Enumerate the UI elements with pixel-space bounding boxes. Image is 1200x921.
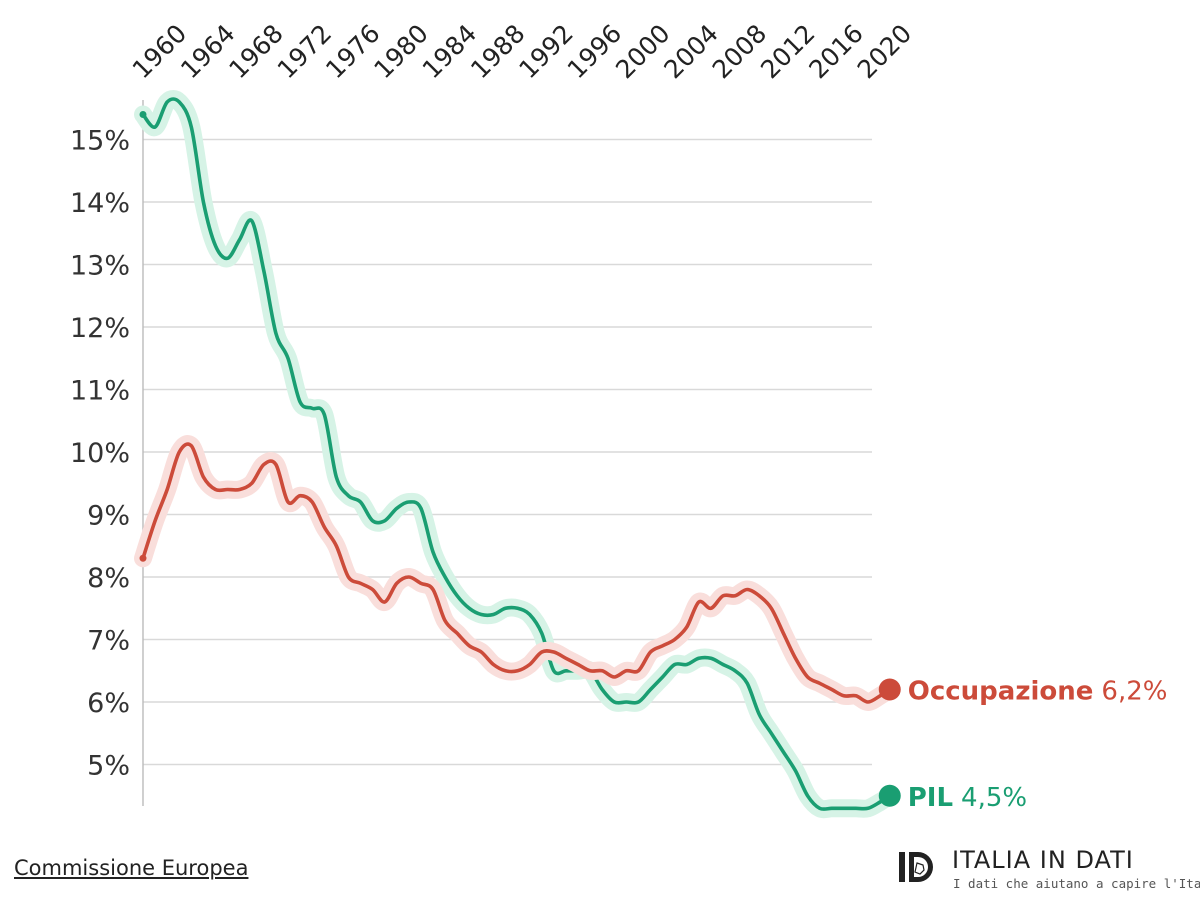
x-tick-label: 1960 (127, 19, 192, 84)
y-tick-label: 10% (70, 438, 130, 469)
y-tick-label: 14% (70, 188, 130, 219)
y-tick-label: 6% (87, 688, 130, 719)
y-tick-label: 5% (87, 751, 130, 782)
x-tick-label: 1988 (465, 19, 530, 84)
x-tick-label: 2016 (803, 19, 868, 84)
x-tick-label: 1980 (368, 19, 433, 84)
source-link[interactable]: Commissione Europea (14, 856, 249, 880)
x-tick-label: 1968 (223, 19, 288, 84)
brand-tagline: I dati che aiutano a capire l'Italia (953, 876, 1200, 891)
x-tick-label: 2008 (707, 19, 772, 84)
y-tick-label: 8% (87, 563, 130, 594)
series-end-label-occupazione: Occupazione 6,2% (908, 677, 1168, 707)
series-end-marker-occupazione (878, 678, 901, 701)
x-tick-label: 1984 (417, 19, 482, 84)
y-axis-tick-labels: 5% 6% 7% 8% 9% 10% 11% 12% 13% 14% 15% (70, 126, 130, 782)
series-value-occupazione: 6,2% (1101, 677, 1167, 707)
x-tick-label: 2004 (658, 19, 723, 84)
series-end-marker-pil (878, 784, 901, 807)
x-tick-label: 1976 (320, 19, 385, 84)
brand-name: ITALIA IN DATI (952, 846, 1134, 874)
series-name-pil: PIL (908, 783, 953, 813)
x-tick-label: 2000 (610, 19, 675, 84)
series-start-point-pil (139, 111, 147, 118)
x-axis-tick-labels: 1960196419681972197619801984198819921996… (127, 19, 917, 84)
x-tick-label: 1992 (513, 19, 578, 84)
brand-block: ITALIA IN DATI I dati che aiutano a capi… (896, 846, 1200, 896)
series-end-labels: PIL 4,5% Occupazione 6,2% (878, 677, 1168, 813)
x-tick-label: 1972 (272, 19, 337, 84)
y-tick-label: 7% (87, 626, 130, 657)
y-tick-label: 9% (87, 501, 130, 532)
x-tick-label: 2020 (852, 19, 917, 84)
series-end-label-pil: PIL 4,5% (908, 783, 1027, 813)
series-start-point-occupazione (139, 554, 147, 562)
y-tick-label: 11% (70, 376, 130, 407)
y-tick-label: 12% (70, 313, 130, 344)
gridlines (142, 100, 872, 806)
italia-in-dati-logo-icon (899, 852, 933, 882)
x-tick-label: 2012 (755, 19, 820, 84)
series-line-occupazione (141, 442, 892, 704)
x-tick-label: 1964 (175, 19, 240, 84)
y-tick-label: 13% (70, 251, 130, 282)
series-halo-occupazione (134, 435, 899, 711)
y-tick-label: 15% (70, 126, 130, 157)
series-name-occupazione: Occupazione (908, 677, 1094, 707)
series-line-pil (141, 97, 892, 811)
x-tick-label: 1996 (562, 19, 627, 84)
series-value-pil: 4,5% (961, 783, 1027, 813)
series-lines (134, 90, 899, 819)
